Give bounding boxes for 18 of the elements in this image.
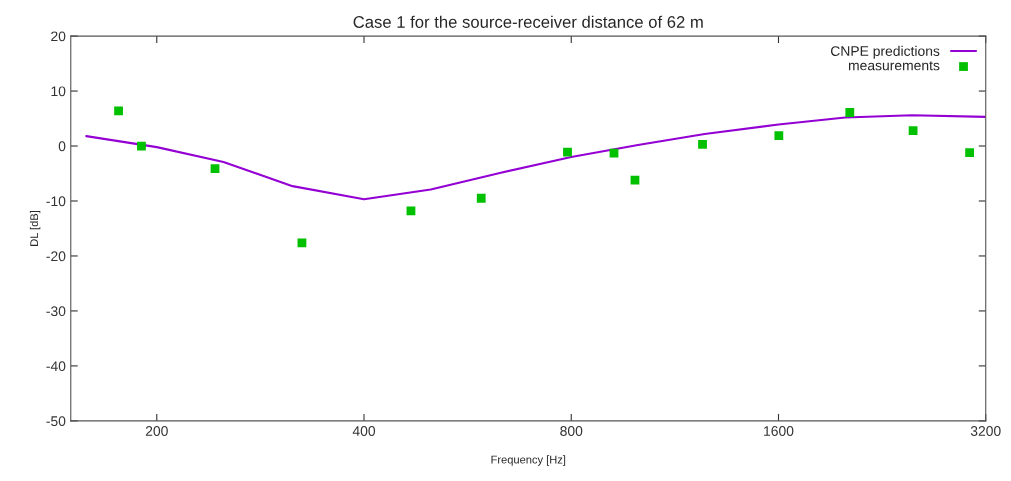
x-tick-label: 3200 (970, 426, 1001, 436)
y-tick-label: -20 (46, 251, 66, 262)
y-tick-label: 0 (58, 141, 66, 152)
y-tick-label: -30 (46, 306, 66, 317)
chart-title: Case 1 for the source-receiver distance of 62 m (353, 15, 703, 28)
y-tick-label: -50 (46, 416, 66, 427)
x-tick-label: 1600 (764, 426, 794, 436)
y-tick-label: -40 (46, 361, 66, 372)
x-axis-title: Frequency [Hz] (491, 455, 566, 466)
y-tick-label: 10 (51, 86, 66, 97)
legend-label: measurements (848, 61, 940, 71)
x-tick-label: 400 (352, 426, 376, 436)
x-tick-label: 200 (145, 426, 168, 436)
legend-label: CNPE predictions (830, 45, 940, 59)
x-tick-label: 800 (560, 426, 583, 436)
y-tick-label: 20 (51, 31, 66, 42)
y-axis-title: DL [dB] (29, 210, 41, 246)
y-tick-label: -10 (46, 196, 66, 207)
